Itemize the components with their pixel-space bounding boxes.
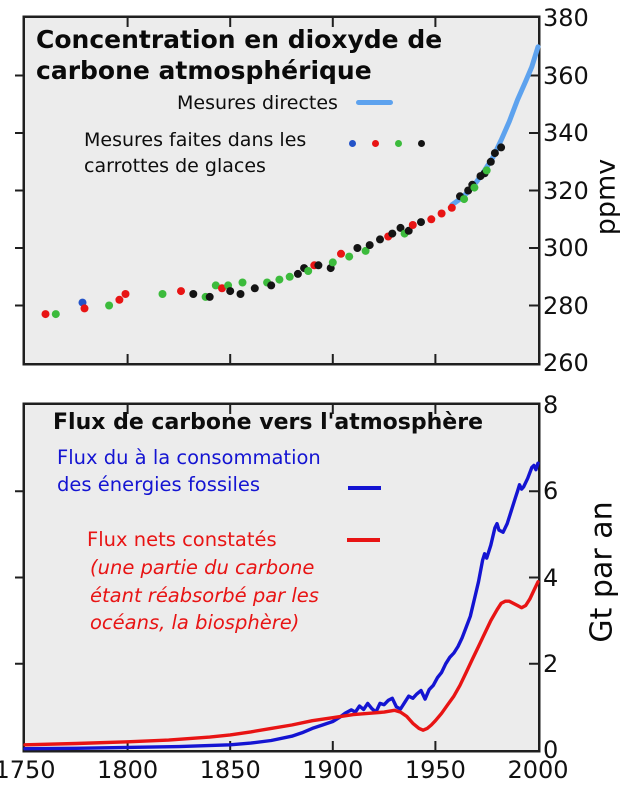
ice-core-point-red (115, 296, 123, 304)
ice-core-point-black (417, 218, 425, 226)
legend-fossil-flux-label: Flux du à la consommation des énergies f… (57, 444, 321, 498)
ice-core-point-red (337, 250, 345, 258)
y-tick-label-2: 2 (543, 650, 558, 678)
ice-core-point-green (275, 276, 283, 284)
ice-core-point-red (448, 204, 456, 212)
y-tick-label-8: 8 (543, 391, 558, 419)
legend-ice-dot-red (372, 140, 379, 147)
ice-core-point-black (376, 235, 384, 243)
y-tick-label-320: 320 (543, 177, 589, 205)
ice-core-point-red (409, 221, 417, 229)
ice-core-point-green (345, 253, 353, 261)
y-axis-label-gt-par-an: Gt par an (585, 501, 620, 642)
y-tick-label-260: 260 (543, 349, 589, 377)
ice-core-point-green (239, 279, 247, 287)
ice-core-point-green (304, 267, 312, 275)
ice-core-point-red (122, 290, 130, 298)
legend-net-flux-label: Flux nets constatés (87, 528, 277, 551)
y-axis-label-ppmv: ppmv (591, 159, 622, 236)
ice-core-point-green (483, 166, 491, 174)
ice-core-point-black (487, 158, 495, 166)
legend-ice-cores-label-line1: Mesures faites dans les (84, 127, 306, 153)
ice-core-point-black (294, 270, 302, 278)
y-tick-label-300: 300 (543, 234, 589, 262)
figure-co2-carbon-flux: { "palette": { "blue": "#2353c8", "red":… (0, 0, 633, 794)
top-chart-title-line1: Concentration en dioxyde de (36, 24, 442, 55)
legend-ice-dot-blue (349, 140, 356, 147)
legend-net-flux-note-line3: océans, la biosphère) (90, 609, 319, 637)
legend-fossil-flux-label-line1: Flux du à la consommation (57, 444, 321, 471)
top-chart-title: Concentration en dioxyde de carbone atmo… (36, 24, 442, 86)
ice-core-point-red (42, 310, 50, 318)
legend-ice-cores-dot-swatches (349, 140, 425, 147)
top-chart-title-line2: carbone atmosphérique (36, 55, 442, 86)
legend-ice-dot-green (395, 140, 402, 147)
ice-core-point-black (267, 281, 275, 289)
ice-core-point-red (81, 304, 89, 312)
ice-core-point-red (177, 287, 185, 295)
legend-ice-dot-black (418, 140, 425, 147)
legend-fossil-flux-label-line2: des énergies fossiles (57, 471, 321, 498)
legend-net-flux-note-line1: (une partie du carbone (90, 554, 319, 582)
bottom-chart-title: Flux de carbone vers l'atmosphère (53, 410, 483, 435)
y-tick-label-340: 340 (543, 119, 589, 147)
x-tick-label-1800: 1800 (97, 756, 158, 784)
ice-core-point-black (189, 290, 197, 298)
ice-core-point-black (388, 230, 396, 238)
legend-direct-measurements-label: Mesures directes (177, 92, 338, 114)
ice-core-point-black (314, 261, 322, 269)
ice-core-point-black (497, 143, 505, 151)
legend-ice-cores-label: Mesures faites dans les carrottes de gla… (84, 127, 306, 179)
legend-ice-cores-label-line2: carrottes de glaces (84, 153, 306, 179)
ice-core-point-black (237, 290, 245, 298)
ice-core-point-black (226, 287, 234, 295)
ice-core-point-red (438, 210, 446, 218)
ice-core-point-black (353, 244, 361, 252)
x-tick-label-1850: 1850 (200, 756, 261, 784)
ice-core-point-black (366, 241, 374, 249)
legend-net-flux-note-line2: étant réabsorbé par les (90, 582, 319, 610)
ice-core-point-green (52, 310, 60, 318)
ice-core-point-black (206, 293, 214, 301)
x-tick-label-1750: 1750 (0, 756, 56, 784)
ice-core-point-green (329, 258, 337, 266)
ice-core-point-green (460, 195, 468, 203)
legend-net-flux-note: (une partie du carbone étant réabsorbé p… (90, 554, 319, 637)
legend-net-flux-swatch (347, 538, 380, 542)
legend-direct-measurements-swatch (356, 100, 393, 105)
ice-core-point-black (251, 284, 259, 292)
ice-core-point-green (470, 184, 478, 192)
ice-core-point-red (427, 215, 435, 223)
ice-core-point-green (286, 273, 294, 281)
ice-core-point-green (105, 302, 113, 310)
x-tick-label-1900: 1900 (302, 756, 363, 784)
y-tick-label-280: 280 (543, 292, 589, 320)
y-tick-label-6: 6 (543, 477, 558, 505)
legend-fossil-flux-swatch (348, 486, 381, 490)
y-tick-label-360: 360 (543, 62, 589, 90)
ice-core-point-green (159, 290, 167, 298)
x-tick-label-2000: 2000 (507, 756, 568, 784)
ice-core-point-black (491, 149, 499, 157)
x-tick-label-1950: 1950 (405, 756, 466, 784)
y-tick-label-4: 4 (543, 564, 558, 592)
y-tick-label-380: 380 (543, 4, 589, 32)
